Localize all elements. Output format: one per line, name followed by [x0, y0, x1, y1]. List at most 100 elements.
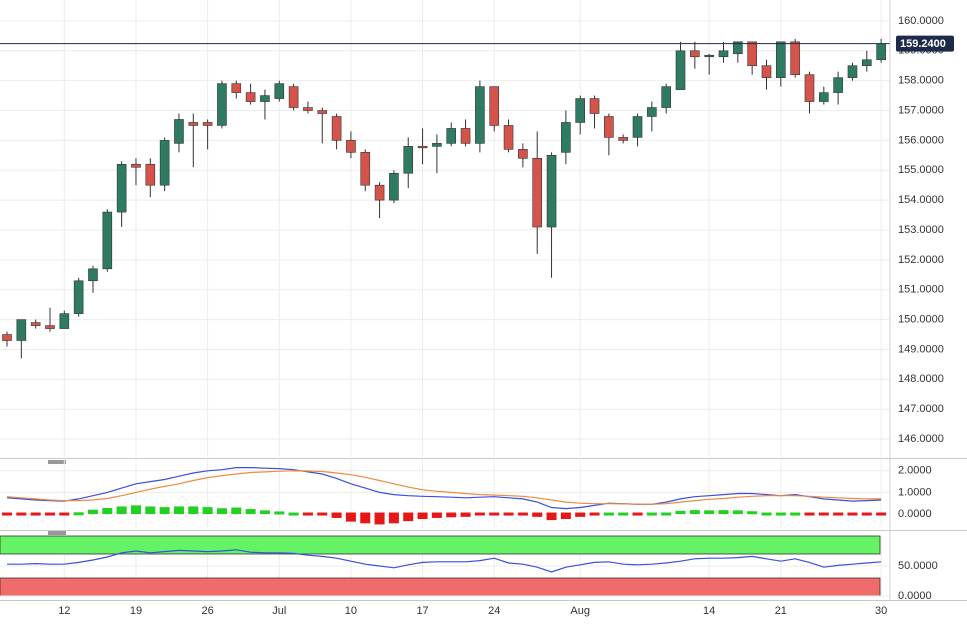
candle-body	[346, 140, 356, 153]
candle-body	[317, 110, 328, 114]
candle-body	[231, 83, 242, 93]
candle-body	[417, 146, 428, 149]
histogram-bar	[704, 510, 715, 515]
candle-body	[475, 86, 485, 144]
histogram-bar	[302, 512, 313, 516]
histogram-bar	[87, 509, 98, 515]
x-tick-label: 24	[488, 605, 500, 617]
y-tick-label: 0.0000	[898, 590, 932, 602]
candle-body	[847, 65, 858, 78]
histogram-bar	[546, 512, 557, 521]
histogram-bar	[646, 512, 657, 516]
candle-body	[45, 325, 55, 329]
histogram-bar	[403, 512, 414, 522]
candle-body	[747, 41, 757, 67]
histogram-bar	[675, 510, 686, 515]
histogram-bar	[116, 506, 127, 515]
y-tick-label: 50.0000	[898, 560, 938, 572]
histogram-bar	[761, 512, 772, 516]
resize-handle[interactable]	[48, 460, 66, 464]
histogram-bar	[417, 512, 428, 520]
y-tick-label: 149.0000	[898, 343, 944, 355]
histogram-bar	[632, 512, 643, 516]
histogram-bar	[460, 512, 471, 517]
candle-body	[518, 149, 528, 159]
candle-body	[733, 41, 743, 55]
x-tick-label: 17	[416, 605, 428, 617]
candle-body	[618, 137, 628, 141]
candle-body	[73, 280, 84, 314]
candle-body	[589, 98, 600, 114]
histogram-bar	[532, 512, 543, 517]
histogram-bar	[202, 507, 213, 515]
candle-body	[632, 116, 643, 138]
histogram-bar	[317, 512, 328, 516]
candle-body	[389, 172, 399, 201]
histogram-bar	[216, 508, 227, 515]
histogram-bar	[345, 512, 356, 522]
histogram-bar	[73, 512, 84, 516]
x-tick-label: 30	[875, 605, 887, 617]
candle-body	[661, 86, 671, 108]
histogram-bar	[274, 511, 285, 515]
candle-body	[88, 268, 98, 282]
histogram-bar	[732, 510, 743, 515]
resize-handle[interactable]	[48, 531, 66, 535]
candle-body	[202, 122, 213, 126]
histogram-bar	[818, 512, 829, 516]
x-tick-label: 10	[345, 605, 357, 617]
candle-body	[690, 50, 700, 58]
candle-body	[546, 155, 557, 228]
x-tick-label: 14	[703, 605, 715, 617]
histogram-bar	[446, 512, 457, 518]
y-tick-label: 154.0000	[898, 194, 944, 206]
histogram-bar	[718, 510, 729, 515]
x-tick-label: 26	[201, 605, 213, 617]
indicator-line	[6, 470, 882, 505]
candle-body	[288, 86, 299, 108]
indicator-line	[7, 549, 882, 573]
x-tick-label: Aug	[570, 605, 590, 617]
y-tick-label: 153.0000	[898, 224, 944, 236]
candle-body	[675, 50, 686, 90]
candle-body	[217, 83, 227, 126]
histogram-bar	[575, 512, 586, 517]
candle-body	[833, 77, 843, 93]
histogram-bar	[560, 512, 571, 520]
candle-body	[2, 334, 12, 341]
histogram-bar	[102, 507, 113, 515]
candle-body	[360, 152, 371, 186]
zone-band	[0, 535, 881, 555]
histogram-bar	[2, 512, 12, 516]
y-tick-label: 160.0000	[898, 15, 944, 27]
candle-body	[575, 98, 586, 123]
candle-body	[804, 74, 815, 102]
candle-body	[718, 50, 729, 58]
histogram-bar	[689, 510, 700, 515]
candle-body	[303, 107, 313, 111]
histogram-bar	[188, 506, 199, 515]
histogram-bar	[503, 512, 514, 516]
histogram-bar	[618, 512, 629, 516]
y-tick-label: 1.0000	[898, 486, 932, 498]
histogram-bar	[173, 506, 184, 515]
candle-body	[432, 143, 442, 147]
y-tick-label: 146.0000	[898, 433, 944, 445]
candle-body	[188, 122, 199, 126]
candle-body	[503, 125, 514, 150]
candle-body	[819, 92, 829, 102]
histogram-bar	[388, 512, 399, 524]
candle-body	[16, 319, 27, 341]
y-tick-label: 0.0000	[898, 508, 932, 520]
histogram-bar	[876, 512, 887, 516]
y-tick-label: 147.0000	[898, 403, 944, 415]
histogram-bar	[661, 512, 672, 516]
histogram-bar	[374, 512, 385, 525]
candle-body	[245, 92, 256, 102]
x-tick-label: 19	[130, 605, 142, 617]
histogram-bar	[30, 512, 41, 516]
histogram-bar	[589, 512, 600, 516]
x-tick-label: 21	[775, 605, 787, 617]
histogram-bar	[775, 512, 786, 516]
